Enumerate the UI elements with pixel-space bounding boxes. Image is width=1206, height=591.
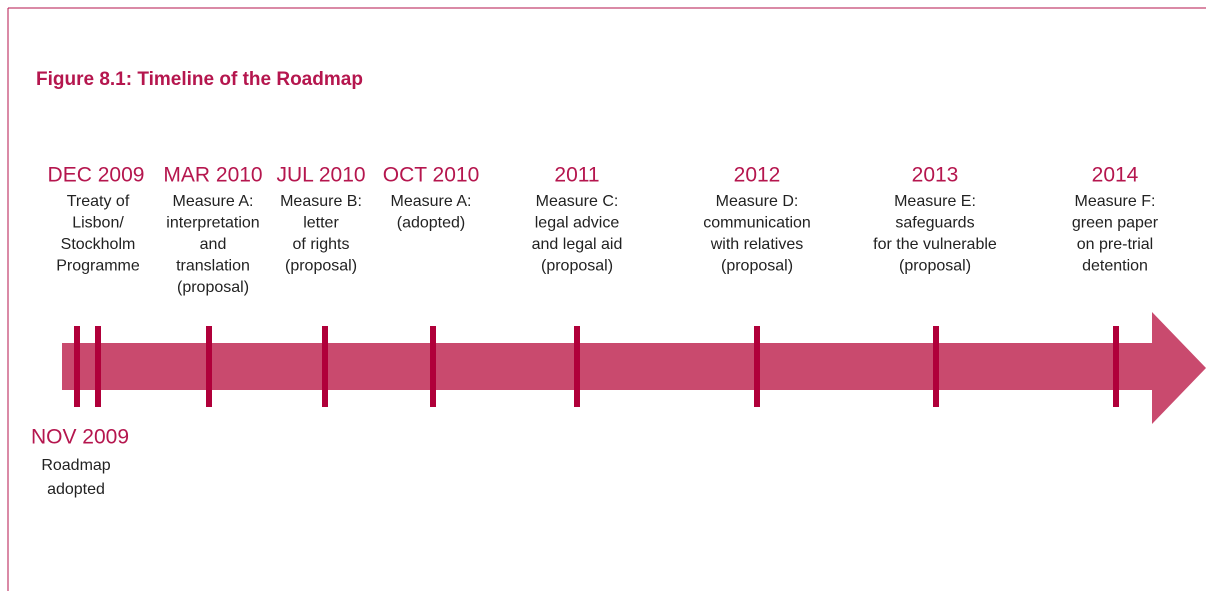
event-text: for the vulnerable: [873, 236, 997, 253]
event-text: (proposal): [899, 258, 971, 275]
event-text: (adopted): [397, 215, 466, 232]
tick: [95, 326, 101, 407]
tick: [74, 326, 80, 407]
event-text: safeguards: [895, 215, 974, 232]
tick: [1113, 326, 1119, 407]
event-text: Measure A:: [173, 193, 254, 210]
event-date: DEC 2009: [48, 164, 145, 187]
event-text: Treaty of: [67, 193, 130, 210]
event-text: Lisbon/: [72, 215, 124, 232]
event-date: 2014: [1092, 164, 1139, 187]
event-text: (proposal): [541, 258, 613, 275]
event-date: OCT 2010: [383, 164, 480, 187]
event-text: translation: [176, 258, 250, 275]
tick: [322, 326, 328, 407]
event-text: Measure F:: [1075, 193, 1156, 210]
event-text: Measure B:: [280, 193, 362, 210]
event-date: NOV 2009: [31, 426, 129, 449]
event-text: detention: [1082, 258, 1148, 275]
event-text: and legal aid: [532, 236, 623, 253]
event-text: Measure C:: [536, 193, 619, 210]
tick: [933, 326, 939, 407]
event-text: Measure E:: [894, 193, 976, 210]
event-text: (proposal): [721, 258, 793, 275]
timeline-arrow: [62, 312, 1206, 424]
event-text: interpretation: [166, 215, 259, 232]
event-text: communication: [703, 215, 811, 232]
figure-title: Figure 8.1: Timeline of the Roadmap: [36, 69, 363, 90]
event-text: adopted: [47, 481, 105, 498]
tick: [430, 326, 436, 407]
event-date: 2012: [734, 164, 781, 187]
event-text: Measure D:: [716, 193, 799, 210]
tick: [574, 326, 580, 407]
event-text: and: [200, 236, 227, 253]
event-text: (proposal): [285, 258, 357, 275]
event-text: with relatives: [710, 236, 803, 253]
event-date: MAR 2010: [163, 164, 262, 187]
event-text: Stockholm: [61, 236, 136, 253]
tick: [206, 326, 212, 407]
event-text: on pre-trial: [1077, 236, 1153, 253]
event-date: 2011: [554, 164, 599, 187]
tick: [754, 326, 760, 407]
event-text: Measure A:: [391, 193, 472, 210]
event-text: green paper: [1072, 215, 1159, 232]
event-text: (proposal): [177, 279, 249, 296]
event-text: Roadmap: [41, 457, 110, 474]
event-text: letter: [303, 215, 339, 232]
event-text: of rights: [293, 236, 350, 253]
event-date: 2013: [912, 164, 959, 187]
event-text: legal advice: [535, 215, 620, 232]
event-date: JUL 2010: [276, 164, 365, 187]
event-text: Programme: [56, 258, 140, 275]
